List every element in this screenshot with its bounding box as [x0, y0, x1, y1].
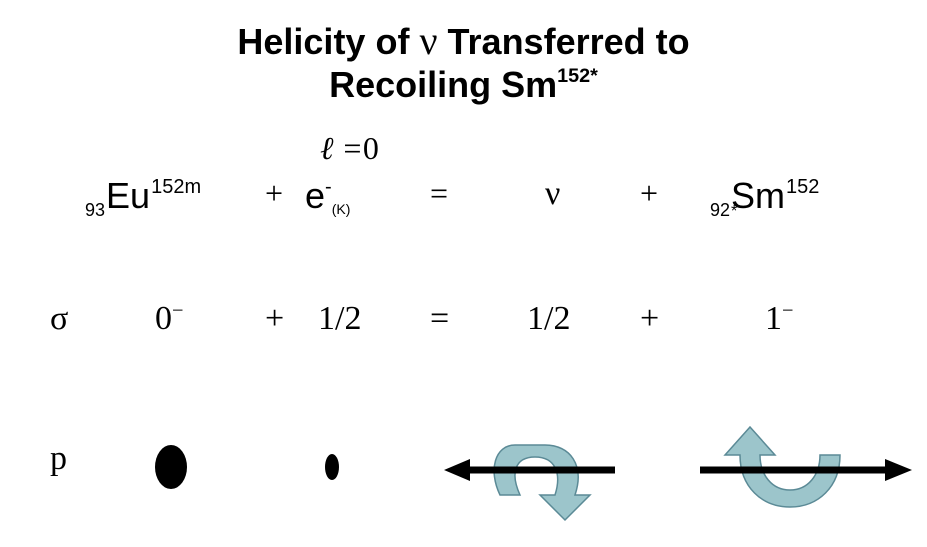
eu-superscript: 152m — [151, 176, 201, 198]
title-nu: ν — [419, 18, 437, 63]
sm-superscript: 152 — [786, 176, 819, 198]
sm-straight-arrow-icon — [700, 459, 912, 481]
electron-shell: (K) — [332, 201, 351, 217]
plus-4: + — [640, 300, 659, 338]
ell-label: ℓ =0 — [320, 130, 379, 167]
sm-star: * — [731, 203, 737, 221]
spin-row: σ 0− + 1/2 = 1/2 + 1− — [0, 300, 927, 350]
spin-eu-sup: − — [172, 300, 184, 322]
momentum-row: p — [0, 440, 927, 520]
title-line2-pre: Recoiling Sm — [329, 64, 557, 105]
spin-sm-sup: − — [782, 300, 794, 322]
spin-eu: 0− — [155, 300, 184, 338]
sm-momentum-diagram — [680, 415, 920, 535]
sigma-label: σ — [50, 300, 68, 338]
eu-momentum-dot — [155, 445, 187, 489]
nu-straight-arrow-icon — [444, 459, 615, 481]
spin-eu-val: 0 — [155, 300, 172, 337]
sm-subscript: 92 — [710, 200, 730, 220]
electron-term: e-(K) — [305, 175, 350, 217]
sm-term: 92Sm152 — [710, 175, 819, 217]
plus-3: + — [265, 300, 284, 338]
electron-momentum-dot — [325, 454, 339, 480]
equals-1: = — [430, 175, 448, 212]
spin-sm-val: 1 — [765, 300, 782, 337]
nu-helicity-arrow-icon — [494, 445, 590, 520]
slide-root: { "title": { "line1_pre": "Helicity of "… — [0, 0, 927, 547]
eu-symbol: Eu — [106, 175, 150, 216]
nu-term: ν — [545, 175, 560, 213]
ell-symbol: ℓ = — [320, 130, 363, 166]
reaction-row: ℓ =0 93Eu152m + e-(K) = ν + 92Sm152 * — [0, 175, 927, 255]
eu-subscript: 93 — [85, 200, 105, 220]
plus-1: + — [265, 175, 283, 212]
equals-2: = — [430, 300, 449, 338]
sm-symbol: Sm — [731, 175, 785, 216]
electron-symbol: e — [305, 175, 325, 216]
plus-2: + — [640, 175, 658, 212]
nu-momentum-diagram — [440, 415, 640, 535]
title-line2-sup: 152* — [557, 65, 598, 87]
title-line1-post: Transferred to — [438, 21, 690, 62]
title-line1-pre: Helicity of — [237, 21, 419, 62]
spin-electron: 1/2 — [318, 300, 361, 338]
spin-nu: 1/2 — [527, 300, 570, 338]
ell-value: 0 — [363, 130, 379, 166]
eu-term: 93Eu152m — [85, 175, 201, 217]
spin-sm: 1− — [765, 300, 794, 338]
slide-title: Helicity of ν Transferred to Recoiling S… — [0, 18, 927, 105]
p-label: p — [50, 440, 67, 478]
electron-charge: - — [325, 176, 332, 198]
